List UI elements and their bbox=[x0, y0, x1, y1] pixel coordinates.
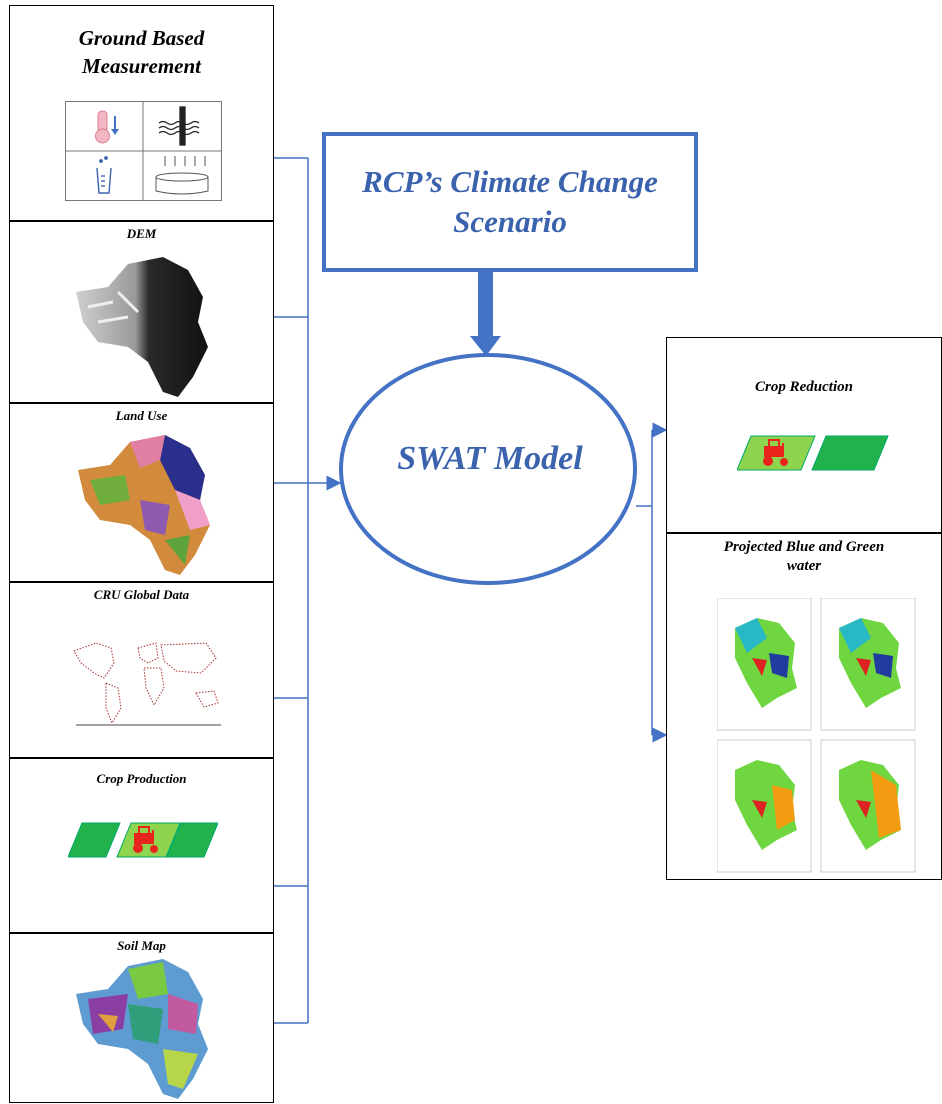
map-panel-2 bbox=[820, 598, 916, 731]
soil-map bbox=[76, 959, 208, 1099]
rcp-scenario-label: RCP’s Climate Change Scenario bbox=[362, 164, 658, 239]
rcp-scenario-box: RCP’s Climate Change Scenario bbox=[322, 132, 698, 272]
map-panel-3 bbox=[717, 739, 812, 873]
world-map bbox=[73, 642, 221, 726]
tractor-icon bbox=[763, 439, 788, 466]
map-panel-4 bbox=[820, 739, 916, 873]
map-panel-1 bbox=[717, 598, 812, 731]
panel-blue-green-water: Projected Blue and Green water bbox=[666, 533, 942, 880]
panel-dem: DEM bbox=[9, 221, 274, 403]
rcp-arrow-shaft bbox=[478, 272, 493, 338]
cru-title: CRU Global Data bbox=[93, 587, 190, 602]
crop-reduction-title: Crop Reduction bbox=[755, 379, 853, 395]
blue-green-title: Projected Blue and Green water bbox=[723, 539, 885, 574]
crop-production-graphic bbox=[68, 822, 218, 858]
land-use-title: Land Use bbox=[115, 408, 168, 423]
blue-green-maps bbox=[717, 598, 916, 873]
land-use-map bbox=[78, 435, 210, 575]
swat-ellipse bbox=[339, 353, 637, 585]
panel-crop-production: Crop Production bbox=[9, 758, 274, 933]
dem-map bbox=[76, 257, 208, 397]
panel-crop-reduction: Crop Reduction bbox=[666, 337, 942, 533]
water-level-icon bbox=[158, 106, 200, 146]
panel-soil-map: Soil Map bbox=[9, 933, 274, 1103]
soil-map-title: Soil Map bbox=[117, 938, 166, 953]
measurement-icon-grid bbox=[65, 101, 222, 201]
evaporation-pan-icon bbox=[155, 156, 209, 195]
panel-land-use: Land Use bbox=[9, 403, 274, 582]
panel-cru-global-data: CRU Global Data bbox=[9, 582, 274, 758]
ground-measurement-title: Ground Based Measurement bbox=[78, 26, 205, 78]
dem-title: DEM bbox=[126, 226, 157, 241]
crop-reduction-graphic bbox=[737, 435, 889, 471]
tractor-icon bbox=[133, 826, 158, 853]
thermometer-icon bbox=[95, 110, 119, 144]
rcp-arrow-head bbox=[470, 336, 501, 356]
swat-model-label: SWAT Model bbox=[397, 440, 583, 477]
panel-ground-measurement: Ground Based Measurement bbox=[9, 5, 274, 221]
crop-production-title: Crop Production bbox=[96, 771, 187, 786]
rain-gauge-icon bbox=[96, 156, 112, 194]
